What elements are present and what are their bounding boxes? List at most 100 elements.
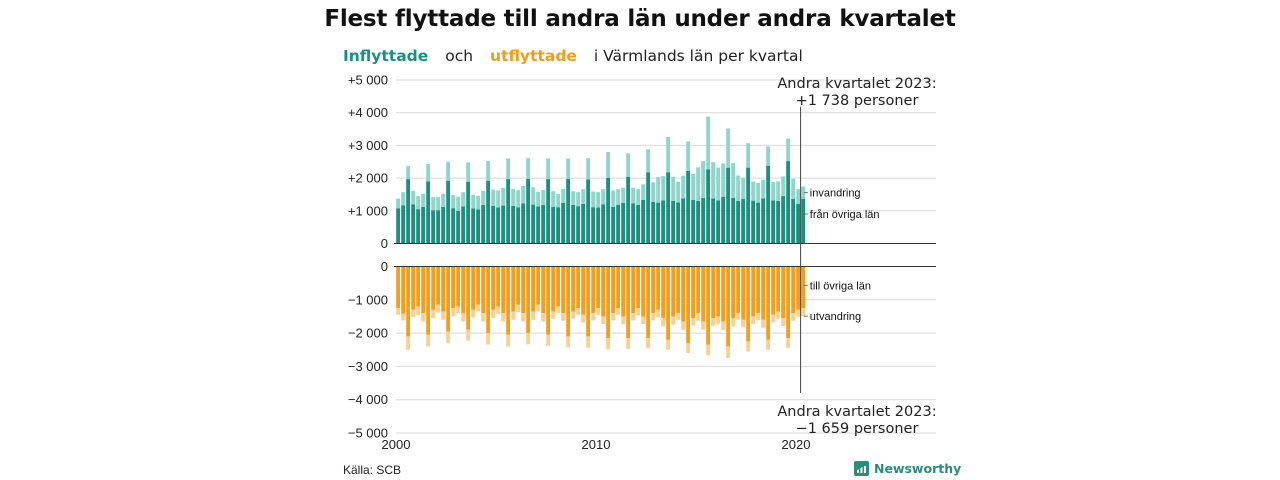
bar-out-emigration (426, 334, 430, 347)
bar-in-domestic (561, 202, 565, 244)
bar-out-emigration (621, 316, 625, 325)
bar-out-domestic (716, 266, 720, 317)
bar-in-domestic (751, 200, 755, 244)
bar-out-emigration (506, 334, 510, 347)
bar-out-domestic (656, 266, 660, 310)
bar-out-domestic (651, 266, 655, 314)
label-utvandring: utvandring (810, 311, 861, 323)
y-tick-label: −1 000 (348, 292, 388, 307)
bar-in-immigration (486, 161, 490, 181)
bar-in-domestic (486, 180, 490, 244)
annotation-top-line2: +1 738 personer (796, 93, 919, 109)
bar-in-domestic (511, 205, 515, 244)
bar-out-domestic (711, 266, 715, 319)
bar-in-immigration (521, 185, 525, 204)
bar-out-domestic (541, 266, 545, 314)
bar-in-immigration (586, 158, 590, 180)
bar-out-emigration (736, 313, 740, 320)
bar-in-immigration (536, 191, 540, 207)
bar-out-domestic (781, 266, 785, 319)
bar-out-domestic (581, 266, 585, 315)
bar-out-emigration (776, 311, 780, 319)
bar-in-domestic (706, 169, 710, 244)
bar-out-domestic (551, 266, 555, 312)
subtitle-out: utflyttade (490, 47, 577, 65)
bar-out-domestic (501, 266, 505, 314)
subtitle-rest: i Värmlands län per kvartal (593, 47, 803, 65)
bar-out-emigration (396, 308, 400, 315)
y-tick-label: −3 000 (348, 359, 388, 374)
bar-in-immigration (716, 167, 720, 201)
bar-out-emigration (541, 313, 545, 322)
bar-in-immigration (396, 198, 400, 209)
bar-in-domestic (646, 172, 650, 244)
bar-in-domestic (586, 179, 590, 244)
bar-in-immigration (606, 151, 610, 178)
y-tick-label: 0 (381, 236, 388, 251)
bar-in-domestic (796, 203, 800, 244)
bar-out-domestic (531, 266, 535, 312)
bar-out-emigration (791, 313, 795, 321)
bar-out-emigration (636, 308, 640, 316)
bar-out-domestic (661, 266, 665, 319)
bar-in-immigration (546, 158, 550, 180)
bar-in-immigration (686, 141, 690, 171)
bar-out-domestic (706, 266, 710, 345)
bar-out-domestic (511, 266, 515, 312)
bar-in-immigration (711, 162, 715, 199)
bar-out-domestic (786, 266, 790, 339)
bar-out-emigration (441, 311, 445, 320)
bar-in-domestic (521, 203, 525, 244)
bar-out-emigration (606, 338, 610, 350)
bar-out-domestic (616, 266, 620, 309)
bar-in-domestic (441, 206, 445, 244)
bar-out-emigration (581, 314, 585, 323)
bar-out-emigration (406, 336, 410, 350)
bar-out-emigration (551, 311, 555, 319)
bar-out-emigration (491, 309, 495, 319)
bar-in-domestic (446, 180, 450, 244)
bar-in-domestic (581, 203, 585, 244)
bar-in-immigration (736, 175, 740, 201)
bar-in-domestic (746, 167, 750, 244)
bar-out-domestic (776, 266, 780, 312)
bar-in-domestic (506, 179, 510, 244)
bar-in-immigration (641, 184, 645, 201)
bar-out-domestic (436, 266, 440, 305)
bar-in-domestic (451, 208, 455, 244)
bar-in-domestic (396, 208, 400, 244)
bar-in-immigration (511, 188, 515, 206)
bar-out-domestic (701, 266, 705, 322)
bar-out-emigration (526, 333, 530, 345)
bar-in-domestic (686, 170, 690, 244)
bar-out-emigration (556, 306, 560, 314)
bar-in-immigration (781, 176, 785, 197)
bar-out-domestic (626, 266, 630, 339)
bar-out-emigration (771, 314, 775, 323)
bar-in-immigration (431, 197, 435, 211)
bar-in-immigration (526, 158, 530, 179)
bar-out-emigration (596, 308, 600, 315)
bar-in-domestic (436, 210, 440, 244)
bar-in-immigration (541, 189, 545, 205)
bar-in-immigration (591, 191, 595, 208)
bar-in-domestic (566, 178, 570, 244)
bar-out-domestic (466, 266, 470, 330)
bar-in-immigration (496, 190, 500, 208)
bar-in-domestic (466, 181, 470, 244)
bar-in-domestic (516, 207, 520, 244)
bar-in-immigration (616, 189, 620, 205)
bar-out-domestic (546, 266, 550, 335)
bar-out-emigration (676, 313, 680, 320)
bar-in-domestic (636, 204, 640, 244)
bar-in-domestic (616, 204, 620, 244)
bar-out-emigration (601, 316, 605, 325)
bar-out-domestic (591, 266, 595, 314)
bar-out-emigration (631, 313, 635, 321)
bar-out-domestic (676, 266, 680, 314)
y-tick-label: +1 000 (348, 203, 388, 218)
bar-out-domestic (506, 266, 510, 335)
bar-out-domestic (666, 266, 670, 340)
bar-in-immigration (501, 187, 505, 206)
bar-out-domestic (496, 266, 500, 307)
